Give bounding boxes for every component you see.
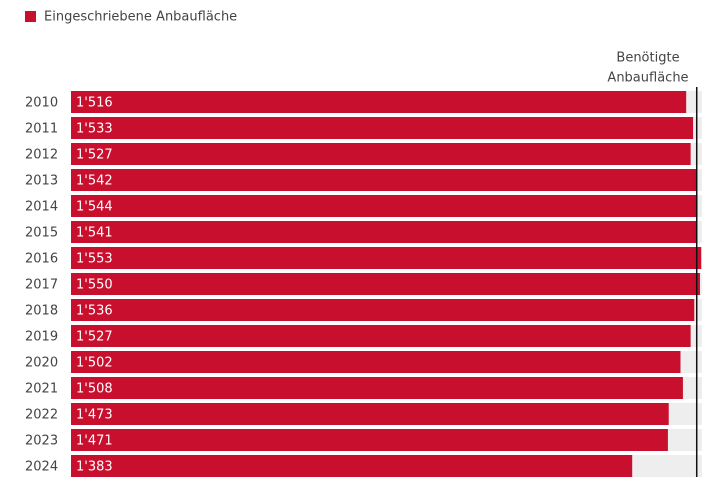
value-label: 1'471 [76, 434, 113, 449]
bar [71, 143, 691, 165]
reference-label: Anbaufläche [607, 71, 688, 86]
bar [71, 299, 695, 321]
bar [71, 117, 694, 139]
y-tick-label: 2017 [25, 278, 58, 293]
y-tick-label: 2023 [25, 434, 58, 449]
bar [71, 403, 669, 425]
bar [71, 351, 681, 373]
value-label: 1'542 [76, 174, 113, 189]
y-tick-label: 2010 [25, 96, 58, 111]
bar [71, 91, 687, 113]
value-label: 1'541 [76, 226, 113, 241]
value-label: 1'527 [76, 148, 113, 163]
reference-label: Benötigte [616, 51, 679, 66]
bar [71, 325, 691, 347]
y-tick-label: 2021 [25, 382, 58, 397]
bar [71, 169, 697, 191]
value-label: 1'516 [76, 96, 113, 111]
value-label: 1'508 [76, 382, 113, 397]
bar [71, 377, 683, 399]
value-label: 1'536 [76, 304, 113, 319]
y-tick-label: 2020 [25, 356, 58, 371]
y-tick-label: 2018 [25, 304, 58, 319]
legend-swatch [25, 11, 36, 22]
value-label: 1'553 [76, 252, 113, 267]
y-tick-label: 2024 [25, 460, 58, 475]
y-tick-label: 2019 [25, 330, 58, 345]
y-tick-label: 2022 [25, 408, 58, 423]
value-label: 1'544 [76, 200, 113, 215]
bar [71, 429, 668, 451]
bar [71, 221, 697, 243]
y-tick-label: 2011 [25, 122, 58, 137]
y-tick-label: 2015 [25, 226, 58, 241]
value-label: 1'527 [76, 330, 113, 345]
bar [71, 247, 702, 269]
value-label: 1'550 [76, 278, 113, 293]
y-tick-label: 2013 [25, 174, 58, 189]
legend-label: Eingeschriebene Anbaufläche [44, 10, 237, 25]
bar [71, 195, 698, 217]
value-label: 1'473 [76, 408, 113, 423]
value-label: 1'383 [76, 460, 113, 475]
bar [71, 273, 700, 295]
y-tick-label: 2014 [25, 200, 58, 215]
value-label: 1'502 [76, 356, 113, 371]
value-label: 1'533 [76, 122, 113, 137]
bar [71, 455, 633, 477]
y-tick-label: 2016 [25, 252, 58, 267]
y-tick-label: 2012 [25, 148, 58, 163]
